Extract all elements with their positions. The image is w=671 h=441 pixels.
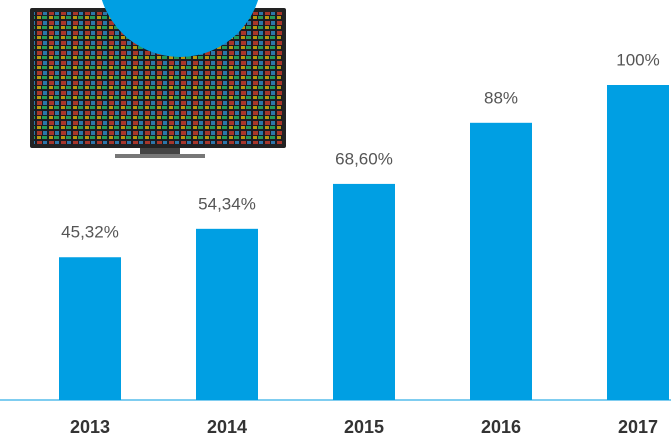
value-label: 45,32%	[61, 223, 119, 242]
bar	[333, 183, 395, 400]
bar	[196, 228, 258, 400]
x-tick-label: 2014	[207, 417, 247, 437]
value-label: 100%	[616, 50, 659, 69]
bar	[59, 257, 121, 400]
value-label: 88%	[484, 88, 518, 107]
x-tick-label: 2017	[618, 417, 658, 437]
value-label: 54,34%	[198, 194, 256, 213]
bar	[470, 122, 532, 401]
decorative-circle	[101, 0, 259, 57]
x-tick-label: 2016	[481, 417, 521, 437]
x-tick-label: 2015	[344, 417, 384, 437]
bar	[607, 85, 669, 400]
x-tick-label: 2013	[70, 417, 110, 437]
value-label: 68,60%	[335, 149, 393, 168]
